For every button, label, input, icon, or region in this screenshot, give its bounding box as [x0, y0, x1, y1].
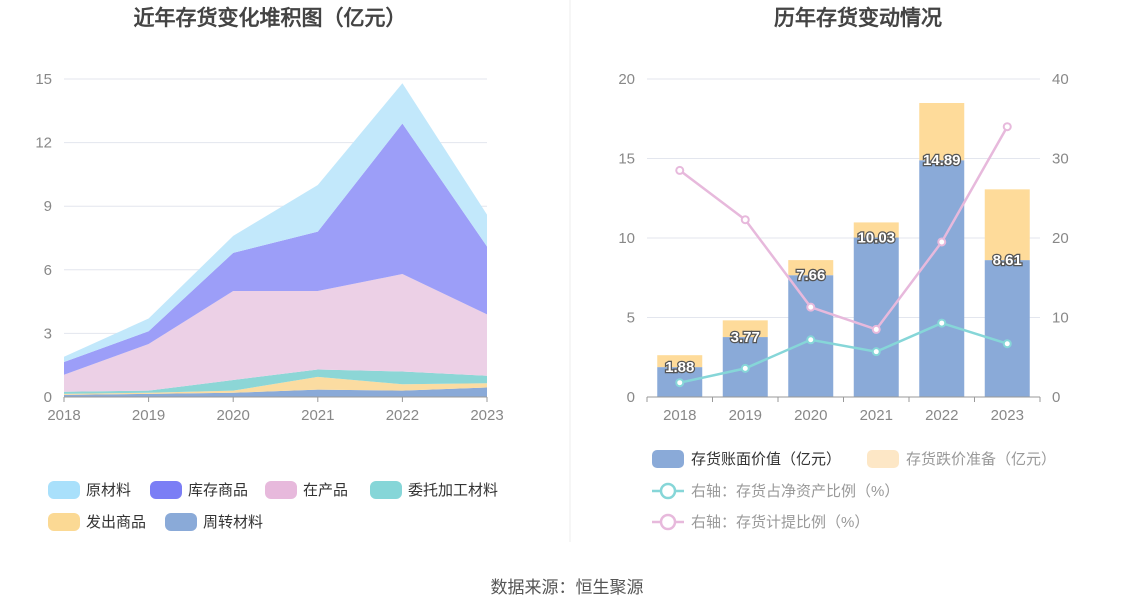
bar-存货账面价值（亿元）	[919, 160, 965, 397]
y-tick-label: 5	[627, 310, 635, 327]
y-tick-label: 20	[618, 71, 635, 88]
x-tick-label: 2022	[925, 407, 958, 424]
line-point	[871, 324, 881, 334]
line-point	[937, 237, 947, 247]
legend-swatch-marker	[659, 513, 677, 531]
legend-label: 库存商品	[188, 482, 248, 499]
line-point	[740, 215, 750, 225]
bar-存货跌价准备（亿元）	[919, 103, 965, 161]
x-tick-label: 2021	[860, 407, 893, 424]
legend-label: 原材料	[86, 482, 131, 499]
y2-tick-label: 0	[1052, 389, 1060, 406]
legend-swatch	[370, 481, 402, 499]
area-委托加工材料	[64, 369, 487, 394]
y-tick-label: 0	[627, 389, 635, 406]
line-point	[806, 302, 816, 312]
bar-value-label: 7.66	[796, 267, 825, 284]
y2-tick-label: 20	[1052, 230, 1069, 247]
stacked-area-chart: 0 3 6 9 12 15 2018 2019 2020 2021 2022 2023 原材料 库存商品 在…	[35, 71, 504, 531]
legend-swatch	[150, 481, 182, 499]
y-tick-label: 6	[44, 262, 52, 279]
legend-swatch	[265, 481, 297, 499]
y2-tick-label: 30	[1052, 151, 1069, 168]
line-右轴：存货占净资产比例（%）	[679, 321, 1008, 384]
legend-label: 右轴：存货占净资产比例（%）	[691, 483, 899, 500]
y-tick-label: 0	[44, 389, 52, 406]
area-在产品	[64, 274, 487, 392]
bar-存货跌价准备（亿元）	[984, 189, 1030, 261]
bar-value-label: 8.61	[993, 252, 1022, 269]
bar-value-label: 3.77	[731, 329, 760, 346]
bar-存货跌价准备（亿元）	[657, 355, 703, 368]
y-tick-label: 12	[35, 135, 52, 152]
y2-tick-label: 40	[1052, 71, 1069, 88]
legend-label: 发出商品	[86, 514, 146, 531]
legend-label: 周转材料	[203, 514, 263, 531]
legend-label: 在产品	[303, 482, 348, 499]
x-tick-label: 2023	[991, 407, 1024, 424]
line-右轴：存货计提比例（%）	[678, 126, 1009, 331]
x-tick-label: 2019	[132, 407, 165, 424]
bar-value-label: 10.03	[857, 230, 895, 247]
bar-存货跌价准备（亿元）	[853, 222, 899, 238]
y-tick-label: 15	[35, 71, 52, 88]
area-原材料	[64, 83, 487, 363]
data-source-footer: 数据来源：恒生聚源	[491, 578, 644, 598]
y-tick-label: 9	[44, 198, 52, 215]
legend-label: 委托加工材料	[408, 482, 498, 499]
area-库存商品	[64, 123, 487, 375]
line-point	[1002, 339, 1012, 349]
x-tick-label: 2021	[301, 407, 334, 424]
x-tick-label: 2020	[794, 407, 827, 424]
line-point	[806, 335, 816, 345]
area-发出商品	[64, 376, 487, 395]
left-chart-title: 近年存货变化堆积图（亿元）	[134, 6, 407, 30]
y-tick-label: 3	[44, 325, 52, 342]
x-tick-label: 2018	[663, 407, 696, 424]
bar-value-label: 14.89	[923, 152, 961, 169]
x-tick-label: 2022	[386, 407, 419, 424]
legend-label: 存货跌价准备（亿元）	[906, 451, 1056, 468]
right-chart-title: 历年存货变动情况	[774, 6, 942, 30]
legend-swatch	[48, 481, 80, 499]
bar-存货账面价值（亿元）	[853, 237, 899, 397]
x-tick-label: 2023	[470, 407, 503, 424]
bar-存货跌价准备（亿元）	[788, 260, 834, 276]
line-point	[937, 318, 947, 328]
x-tick-label: 2020	[217, 407, 250, 424]
legend-swatch	[652, 450, 684, 468]
line-point	[675, 165, 685, 175]
legend-swatch	[165, 513, 197, 531]
line-point	[675, 378, 685, 388]
legend-swatch	[867, 450, 899, 468]
legend-label: 存货账面价值（亿元）	[691, 451, 841, 468]
bar-存货账面价值（亿元）	[984, 260, 1030, 397]
bar-存货跌价准备（亿元）	[722, 320, 768, 338]
y-tick-label: 15	[618, 151, 635, 168]
x-tick-label: 2018	[47, 407, 80, 424]
bar-line-chart: 0 5 10 15 20 0 10 20 30 40 2018 2019 2020 2021 2022 202…	[618, 71, 1068, 531]
line-point	[1002, 122, 1012, 132]
legend-swatch-marker	[659, 482, 677, 500]
legend-label: 右轴：存货计提比例（%）	[691, 514, 869, 531]
line-point	[871, 347, 881, 357]
y2-tick-label: 10	[1052, 310, 1069, 327]
area-周转材料	[64, 387, 487, 397]
line-point	[740, 363, 750, 373]
x-tick-label: 2019	[729, 407, 762, 424]
y-tick-label: 10	[618, 230, 635, 247]
legend-swatch	[48, 513, 80, 531]
bar-value-label: 1.88	[665, 359, 694, 376]
